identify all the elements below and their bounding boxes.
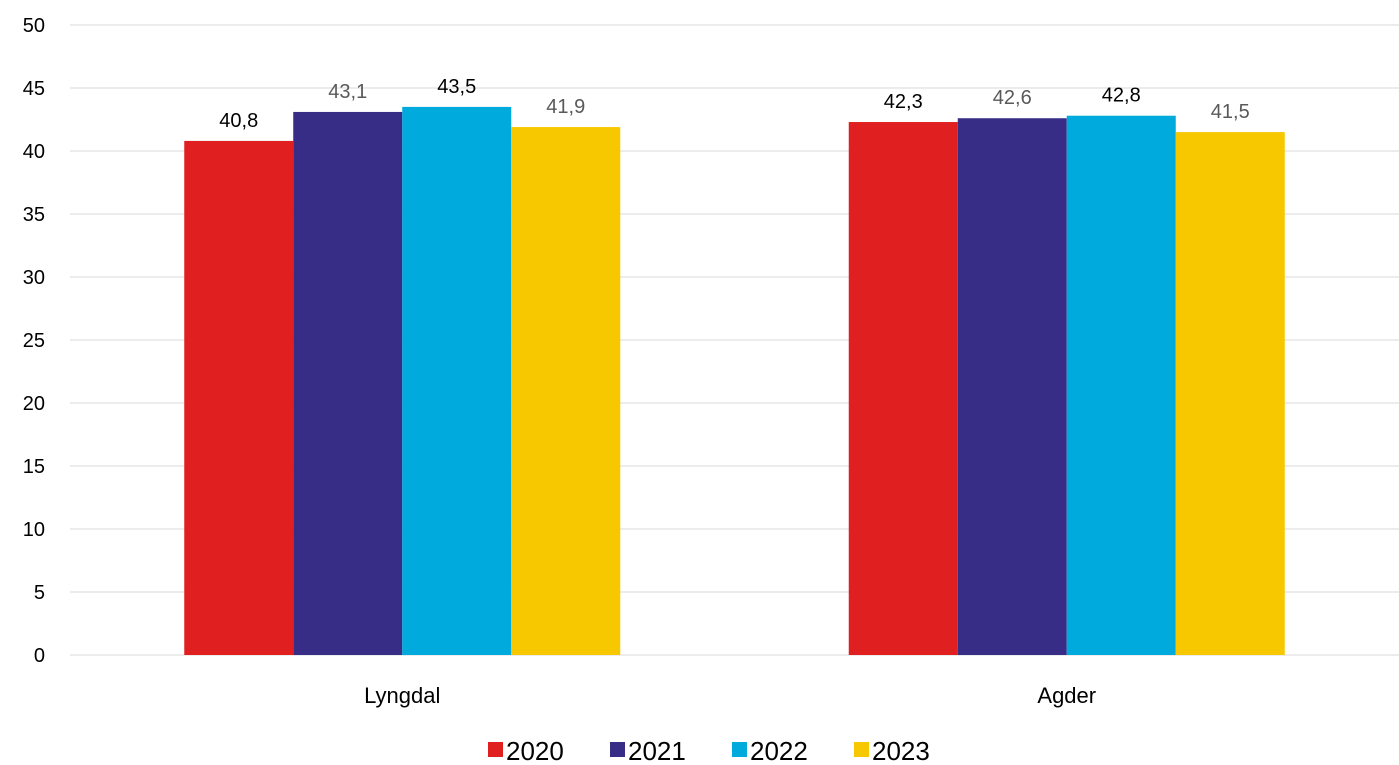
x-axis: Lyngdal Agder [364,683,1096,708]
legend-label: 2021 [628,736,686,765]
legend-label: 2020 [506,736,564,765]
legend-label: 2022 [750,736,808,765]
legend-swatch-2023 [854,742,869,757]
category-label: Agder [1037,683,1096,708]
y-tick-label: 50 [23,15,45,37]
data-label: 43,1 [328,81,367,103]
y-tick-label: 20 [23,393,45,415]
y-tick-label: 5 [34,582,45,604]
data-label: 42,3 [884,91,923,113]
category-label: Lyngdal [364,683,440,708]
data-label: 42,6 [993,87,1032,109]
data-label: 42,8 [1102,85,1141,107]
y-tick-label: 10 [23,519,45,541]
legend-swatch-2021 [610,742,625,757]
data-labels: 40,8 43,1 43,5 41,9 42,3 42,6 42,8 41,5 [219,76,1249,132]
bar-lyngdal-2023 [511,127,621,655]
data-label: 41,9 [546,96,585,118]
y-tick-label: 25 [23,330,45,352]
bar-agder-2023 [1175,132,1285,656]
y-tick-label: 45 [23,78,45,100]
bar-agder-2021 [957,118,1067,656]
y-tick-label: 15 [23,456,45,478]
legend-swatch-2020 [488,742,503,757]
data-label: 43,5 [437,76,476,98]
y-tick-label: 30 [23,267,45,289]
bars [184,106,1285,656]
bar-lyngdal-2021 [293,111,403,655]
data-label: 41,5 [1211,101,1250,123]
y-tick-label: 0 [34,645,45,667]
legend-swatch-2022 [732,742,747,757]
y-axis: 0 5 10 15 20 25 30 35 40 45 50 [23,15,45,667]
bar-lyngdal-2020 [184,140,294,656]
bar-lyngdal-2022 [402,106,512,655]
y-tick-label: 40 [23,141,45,163]
legend-label: 2023 [872,736,930,765]
y-tick-label: 35 [23,204,45,226]
data-label: 40,8 [219,110,258,132]
bar-agder-2022 [1066,115,1176,656]
bar-agder-2020 [848,122,958,655]
legend: 2020 2021 2022 2023 [488,736,930,765]
